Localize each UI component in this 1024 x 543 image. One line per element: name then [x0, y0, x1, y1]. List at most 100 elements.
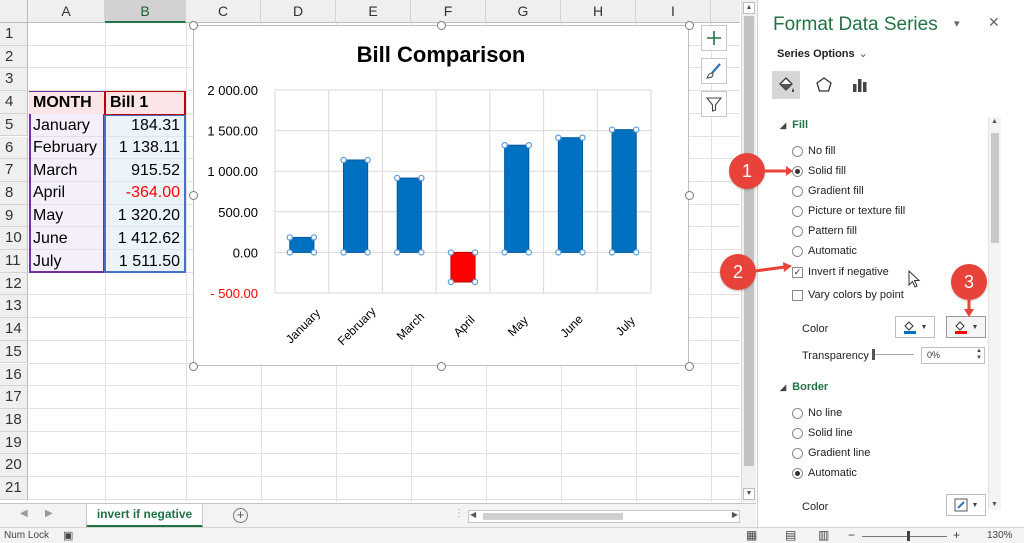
- radio-pattern-fill[interactable]: Pattern fill: [792, 223, 857, 239]
- spinner-arrows-icon[interactable]: ▲ ▼: [976, 348, 982, 361]
- cell-value[interactable]: 1 511.50: [118, 253, 180, 270]
- bar-selection-marker[interactable]: [418, 174, 425, 182]
- radio-automatic-line[interactable]: Automatic: [792, 465, 857, 481]
- row-header[interactable]: 5: [0, 113, 28, 137]
- scroll-down-arrow-icon[interactable]: ▼: [743, 488, 755, 500]
- resize-handle[interactable]: [189, 21, 198, 30]
- cell-month[interactable]: January: [33, 117, 90, 134]
- select-all-corner[interactable]: [0, 0, 28, 23]
- column-header-d[interactable]: D: [261, 0, 336, 23]
- bar-selection-marker[interactable]: [286, 249, 293, 256]
- bar-selection-marker[interactable]: [608, 249, 616, 256]
- series-options-tab[interactable]: [846, 71, 874, 99]
- cell-month[interactable]: February: [33, 139, 98, 156]
- add-sheet-button[interactable]: +: [233, 508, 248, 523]
- row-header[interactable]: 6: [0, 136, 28, 160]
- invert-if-negative-checkbox[interactable]: ✓ Invert if negative: [792, 264, 889, 280]
- bar-selection-marker[interactable]: [447, 249, 455, 256]
- cell-value[interactable]: 1 138.11: [118, 139, 180, 156]
- row-header[interactable]: 18: [0, 408, 28, 432]
- cell-value[interactable]: 1 320.20: [117, 207, 180, 224]
- cell-value-negative[interactable]: -364.00: [125, 184, 180, 201]
- series-options-dropdown[interactable]: Series Options ⌄: [777, 47, 868, 60]
- bar-selection-marker[interactable]: [501, 141, 508, 149]
- bar-selection-marker[interactable]: [447, 278, 455, 286]
- cell-b4[interactable]: Bill 1: [106, 92, 184, 114]
- bar-selection-marker[interactable]: [501, 249, 508, 256]
- border-section-header[interactable]: ◢ Border: [780, 381, 828, 393]
- chart-title[interactable]: Bill Comparison: [357, 42, 526, 67]
- page-break-preview-icon[interactable]: ▥: [818, 528, 830, 542]
- column-header-a[interactable]: A: [28, 0, 105, 23]
- bar-selection-marker[interactable]: [555, 249, 562, 256]
- bar[interactable]: [504, 144, 530, 253]
- row-header[interactable]: 16: [0, 363, 28, 387]
- row-header[interactable]: 9: [0, 204, 28, 228]
- bar-selection-marker[interactable]: [393, 249, 401, 256]
- vary-colors-checkbox[interactable]: Vary colors by point: [792, 287, 904, 303]
- scroll-right-arrow-icon[interactable]: ▶: [731, 510, 738, 519]
- border-color-button[interactable]: ▼: [946, 494, 986, 516]
- row-header[interactable]: 14: [0, 318, 28, 341]
- resize-handle[interactable]: [437, 21, 446, 30]
- cell-month[interactable]: March: [33, 162, 78, 179]
- bar-selection-marker[interactable]: [340, 249, 347, 256]
- pane-scrollbar[interactable]: ▲ ▼: [988, 117, 1001, 509]
- cell-month[interactable]: April: [33, 184, 66, 201]
- bar-selection-marker[interactable]: [579, 134, 586, 141]
- horizontal-scrollbar[interactable]: ◀ ▶: [468, 510, 740, 523]
- bar-selection-marker[interactable]: [471, 278, 479, 286]
- zoom-level[interactable]: 130%: [987, 530, 1013, 541]
- chart-styles-button[interactable]: [701, 58, 727, 84]
- bar-selection-marker[interactable]: [310, 249, 318, 256]
- cell-month[interactable]: May: [33, 207, 64, 224]
- row-header[interactable]: 19: [0, 431, 28, 455]
- radio-no-line[interactable]: No line: [792, 405, 842, 421]
- resize-handle[interactable]: [685, 21, 694, 30]
- row-header[interactable]: 1: [0, 23, 28, 46]
- bar-selection-marker[interactable]: [525, 141, 532, 149]
- column-header-b[interactable]: B: [105, 0, 186, 23]
- scroll-down-arrow-icon[interactable]: ▼: [991, 501, 998, 508]
- cell-month[interactable]: July: [33, 253, 62, 270]
- bar-selection-marker[interactable]: [555, 134, 562, 141]
- row-header[interactable]: 8: [0, 181, 28, 205]
- bar[interactable]: [450, 251, 476, 283]
- invert-color-button[interactable]: ▼: [946, 316, 986, 338]
- bar-selection-marker[interactable]: [579, 249, 586, 256]
- row-header[interactable]: 10: [0, 227, 28, 250]
- radio-solid-line[interactable]: Solid line: [792, 425, 853, 441]
- column-header-i[interactable]: I: [636, 0, 711, 23]
- pane-options-dropdown-icon[interactable]: ▾: [954, 18, 960, 30]
- resize-handle[interactable]: [437, 362, 446, 371]
- bar[interactable]: [342, 159, 369, 253]
- slider-knob[interactable]: [872, 349, 875, 360]
- sheet-tab-invert-if-negative[interactable]: invert if negative: [86, 504, 203, 528]
- resize-handle[interactable]: [189, 362, 198, 371]
- radio-gradient-line[interactable]: Gradient line: [792, 445, 870, 461]
- bar-selection-marker[interactable]: [364, 156, 371, 164]
- bar[interactable]: [557, 137, 584, 253]
- bar-selection-marker[interactable]: [608, 126, 616, 133]
- bar-selection-marker[interactable]: [393, 174, 401, 182]
- macro-record-icon[interactable]: ▣: [63, 530, 74, 542]
- normal-view-icon[interactable]: ▦: [746, 528, 758, 542]
- tab-scroll-left-icon[interactable]: ◀: [20, 508, 28, 519]
- bar-selection-marker[interactable]: [364, 249, 371, 256]
- scroll-up-arrow-icon[interactable]: ▲: [991, 118, 998, 125]
- bar-selection-marker[interactable]: [340, 156, 347, 164]
- radio-automatic-fill[interactable]: Automatic: [792, 243, 857, 259]
- scroll-up-arrow-icon[interactable]: ▲: [743, 2, 755, 14]
- bar-selection-marker[interactable]: [633, 126, 640, 133]
- radio-no-fill[interactable]: No fill: [792, 143, 836, 159]
- row-header[interactable]: 2: [0, 45, 28, 69]
- cell-month[interactable]: June: [33, 230, 68, 247]
- row-header[interactable]: 20: [0, 454, 28, 477]
- bar-selection-marker[interactable]: [525, 249, 532, 256]
- zoom-out-button[interactable]: −: [848, 528, 856, 542]
- resize-handle[interactable]: [685, 191, 694, 200]
- row-header[interactable]: 13: [0, 295, 28, 319]
- radio-solid-fill[interactable]: Solid fill: [792, 163, 846, 179]
- cell-value[interactable]: 184.31: [131, 117, 180, 134]
- bar-chart[interactable]: Bill Comparison 2 000.00 1 500.00 1 000.00…: [194, 26, 688, 365]
